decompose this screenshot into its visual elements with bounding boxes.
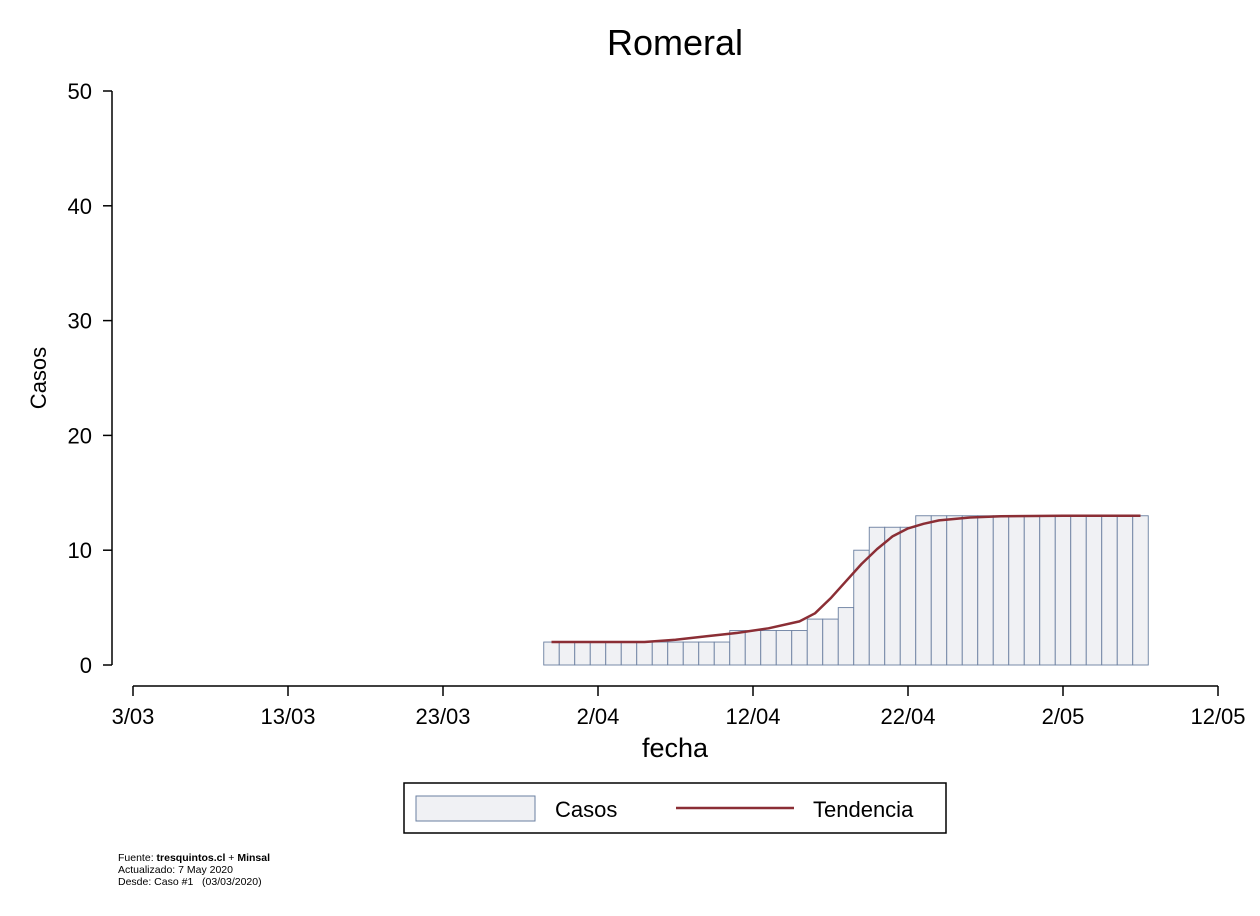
legend-label-casos: Casos bbox=[555, 797, 617, 822]
legend: Casos Tendencia bbox=[403, 782, 947, 834]
bar bbox=[930, 515, 948, 666]
bar bbox=[713, 641, 731, 666]
bar bbox=[775, 630, 793, 666]
bar bbox=[1116, 515, 1134, 666]
bar bbox=[977, 515, 994, 666]
bar bbox=[574, 641, 591, 666]
footer-updated: Actualizado: 7 May 2020 bbox=[118, 864, 233, 876]
bar bbox=[992, 515, 1010, 666]
footer: Fuente: tresquintos.cl + Minsal Actualiz… bbox=[118, 852, 270, 888]
footer-source: Fuente: tresquintos.cl + Minsal bbox=[118, 852, 270, 864]
bar bbox=[605, 641, 622, 666]
bar bbox=[1054, 515, 1072, 666]
bar bbox=[698, 641, 715, 666]
bar bbox=[744, 630, 762, 666]
bar bbox=[589, 641, 607, 666]
x-axis-label: fecha bbox=[642, 733, 709, 763]
bar bbox=[853, 549, 870, 666]
legend-swatch-casos bbox=[415, 795, 536, 822]
bar bbox=[651, 641, 669, 666]
trend-series bbox=[551, 514, 1141, 644]
trend-line bbox=[551, 514, 1141, 644]
bar bbox=[791, 630, 808, 666]
x-axis: 3/03 13/03 23/03 2/04 12/04 22/04 2/05 12/05 bbox=[112, 685, 1246, 729]
y-axis: 0 10 20 30 40 50 bbox=[68, 79, 113, 678]
y-tick-label: 30 bbox=[68, 309, 92, 334]
footer-source-prefix: Fuente: bbox=[118, 852, 157, 864]
bar bbox=[1039, 515, 1056, 666]
bar bbox=[1101, 515, 1118, 666]
x-tick-label: 3/03 bbox=[112, 704, 155, 729]
y-axis-label: Casos bbox=[26, 347, 51, 409]
bar bbox=[1085, 515, 1103, 666]
bar bbox=[961, 515, 979, 666]
bar bbox=[1023, 515, 1041, 666]
y-tick-label: 50 bbox=[68, 79, 92, 104]
bar bbox=[899, 526, 917, 666]
bar bbox=[1070, 515, 1087, 666]
x-tick-label: 13/03 bbox=[260, 704, 315, 729]
x-tick-label: 2/05 bbox=[1042, 704, 1085, 729]
footer-since: Desde: Caso #1 (03/03/2020) bbox=[118, 876, 262, 888]
footer-source-org: Minsal bbox=[237, 852, 271, 864]
bar bbox=[620, 641, 638, 666]
legend-label-tendencia: Tendencia bbox=[813, 797, 914, 822]
bar bbox=[1132, 515, 1149, 666]
bar bbox=[837, 607, 855, 666]
bar bbox=[915, 515, 932, 666]
bar bbox=[1008, 515, 1025, 666]
bar bbox=[806, 618, 824, 666]
x-tick-label: 12/04 bbox=[725, 704, 780, 729]
bar bbox=[729, 630, 746, 666]
y-tick-label: 20 bbox=[68, 423, 92, 448]
x-tick-label: 23/03 bbox=[415, 704, 470, 729]
bar bbox=[822, 618, 839, 666]
bar bbox=[946, 515, 963, 666]
x-tick-label: 12/05 bbox=[1190, 704, 1245, 729]
footer-source-site: tresquintos.cl bbox=[156, 852, 226, 864]
bar bbox=[760, 630, 777, 666]
bar bbox=[636, 641, 653, 666]
bar bbox=[543, 641, 560, 666]
bar bbox=[667, 641, 684, 666]
bar bbox=[558, 641, 576, 666]
y-tick-label: 40 bbox=[68, 194, 92, 219]
bar bbox=[682, 641, 700, 666]
y-tick-label: 10 bbox=[68, 538, 92, 563]
bar bbox=[884, 526, 901, 666]
x-tick-label: 22/04 bbox=[880, 704, 935, 729]
footer-source-join: + bbox=[225, 852, 238, 864]
x-tick-label: 2/04 bbox=[577, 704, 620, 729]
bars-series bbox=[543, 515, 1149, 666]
y-tick-label: 0 bbox=[80, 653, 92, 678]
chart-title: Romeral bbox=[607, 22, 743, 63]
